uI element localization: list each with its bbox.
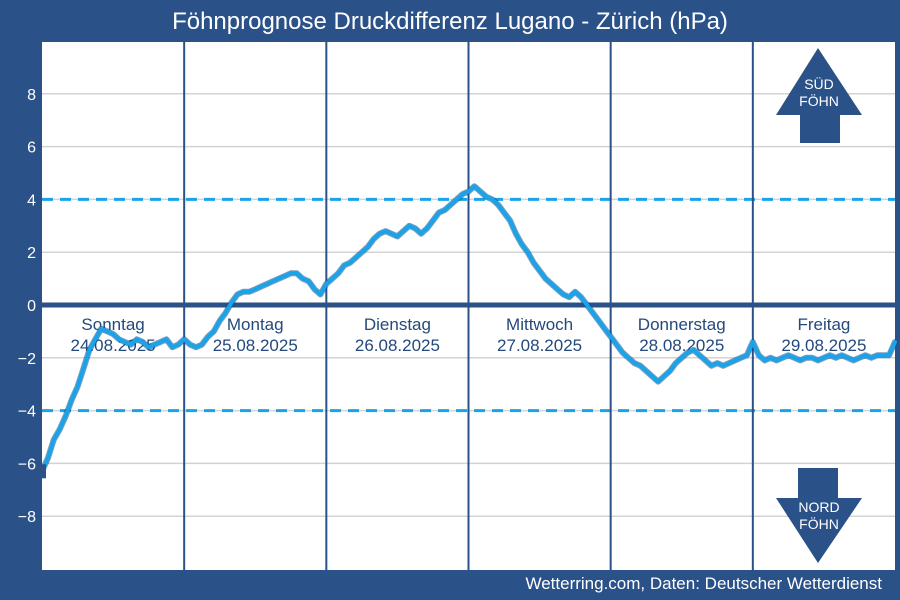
credit-text: Wetterring.com, Daten: Deutscher Wetterd…	[525, 574, 882, 593]
day-date-label: 26.08.2025	[355, 336, 440, 355]
y-tick-label: −4	[18, 404, 36, 421]
y-tick-label: 2	[27, 245, 36, 262]
series-line	[40, 184, 897, 474]
south-arrow-label-line1: SÜD	[804, 75, 834, 92]
series-layer	[38, 183, 898, 479]
day-name-label: Mittwoch	[506, 315, 573, 334]
y-tick-label: 4	[27, 192, 36, 209]
day-name-label: Dienstag	[364, 315, 431, 334]
south-arrow-label-line2: FÖHN	[799, 92, 839, 109]
y-tick-label: −2	[18, 351, 36, 368]
day-name-label: Montag	[227, 315, 284, 334]
south-foehn-arrow: SÜD FÖHN	[776, 48, 862, 143]
y-tick-label: −8	[18, 509, 36, 526]
day-name-label: Freitag	[797, 315, 850, 334]
day-date-label: 28.08.2025	[639, 336, 724, 355]
chart-title: Föhnprognose Druckdifferenz Lugano - Zür…	[172, 8, 728, 35]
north-arrow-label-line1: NORD	[798, 499, 839, 515]
y-tick-label: 6	[27, 140, 36, 157]
day-date-label: 27.08.2025	[497, 336, 582, 355]
day-date-label: 25.08.2025	[213, 336, 298, 355]
day-name-label: Sonntag	[81, 315, 144, 334]
north-foehn-arrow: NORD FÖHN	[776, 468, 862, 563]
north-arrow-label-line2: FÖHN	[799, 515, 839, 532]
series-start-marker	[38, 464, 46, 479]
day-name-label: Donnerstag	[638, 315, 726, 334]
y-tick-label: 8	[27, 87, 36, 104]
y-tick-label: 0	[27, 298, 36, 315]
day-date-label: 29.08.2025	[781, 336, 866, 355]
y-tick-label: −6	[18, 456, 36, 473]
y-tick-labels: −8 −6 −4 −2 0 2 4 6 8	[18, 87, 36, 526]
